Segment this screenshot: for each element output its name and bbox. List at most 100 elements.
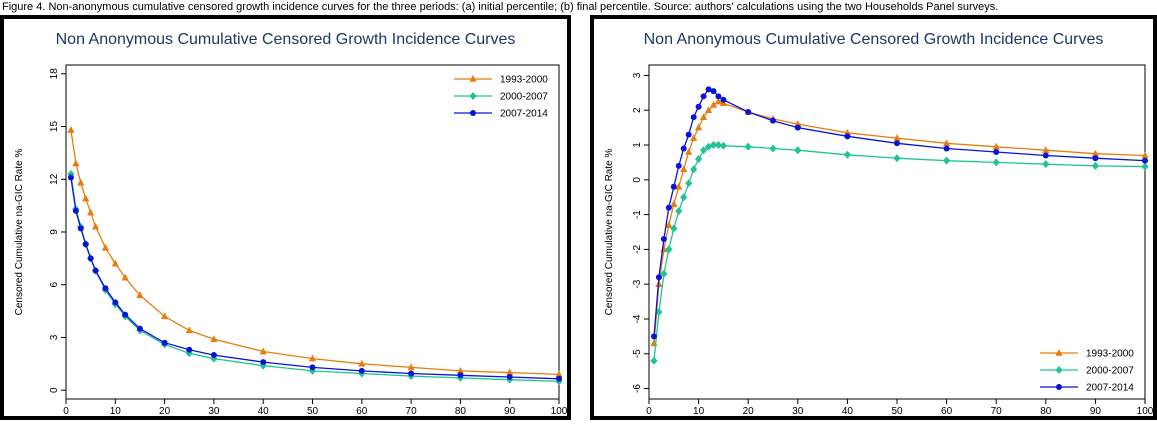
legend-item: 2000-2007 <box>454 92 548 103</box>
series-2007-2014 <box>67 174 562 382</box>
data-point <box>844 133 851 140</box>
x-tick-label: 80 <box>1040 406 1052 416</box>
data-point <box>680 193 688 202</box>
y-tick-label: 1 <box>632 142 643 148</box>
data-point <box>680 145 687 152</box>
data-point <box>185 326 193 334</box>
data-point <box>690 134 698 141</box>
legend-item: 2007-2014 <box>454 109 548 120</box>
data-point <box>92 267 99 274</box>
y-tick-label: 0 <box>49 387 60 393</box>
data-point <box>457 372 464 379</box>
data-point <box>358 359 366 367</box>
data-point <box>309 364 316 371</box>
data-point <box>670 200 678 207</box>
data-point <box>456 366 464 374</box>
data-point <box>210 352 217 359</box>
y-tick-label: 2 <box>632 107 643 113</box>
series-1993-2000 <box>650 97 1149 347</box>
legend-label: 1993-2000 <box>1086 349 1134 360</box>
data-point <box>161 312 169 320</box>
series-line <box>653 88 1146 337</box>
data-point <box>695 123 703 131</box>
legend-marker <box>1055 366 1063 374</box>
data-point <box>1042 146 1050 154</box>
legend-item: 1993-2000 <box>1040 349 1134 360</box>
data-point <box>259 347 267 355</box>
data-point <box>260 359 267 366</box>
y-tick-label: 6 <box>49 282 60 288</box>
data-point <box>87 208 95 216</box>
data-point <box>715 93 722 100</box>
chart-title: Non Anonymous Cumulative Censored Growth… <box>644 31 1104 48</box>
data-point <box>700 93 707 100</box>
series-2000-2007 <box>650 141 1149 365</box>
y-tick-label: -6 <box>632 384 643 393</box>
data-point <box>794 146 802 155</box>
legend-label: 1993-2000 <box>500 75 548 86</box>
data-point <box>992 158 1000 167</box>
series-line <box>653 144 1146 361</box>
y-tick-label: 12 <box>49 173 60 185</box>
series-2007-2014 <box>650 86 1148 340</box>
y-tick-label: -2 <box>632 245 643 254</box>
data-point <box>843 150 851 159</box>
data-point <box>72 159 80 167</box>
legend-marker <box>1056 384 1062 390</box>
data-point <box>894 140 900 147</box>
x-tick-label: 40 <box>258 406 270 416</box>
data-point <box>407 363 415 371</box>
data-point <box>670 183 677 190</box>
data-point <box>695 154 703 163</box>
x-tick-label: 100 <box>1137 406 1153 416</box>
data-point <box>82 241 89 248</box>
series-line <box>653 100 1146 344</box>
x-tick-label: 60 <box>356 406 368 416</box>
chart-final-percentile: Non Anonymous Cumulative Censored Growth… <box>604 31 1153 416</box>
data-point <box>102 285 109 292</box>
chart-title: Non Anonymous Cumulative Censored Growth… <box>56 31 516 48</box>
data-point <box>655 274 662 281</box>
data-point <box>82 194 90 202</box>
series-line <box>70 173 560 383</box>
data-point <box>699 113 708 120</box>
x-tick-label: 90 <box>1090 406 1102 416</box>
chart-panel-final: Non Anonymous Cumulative Censored Growth… <box>590 15 1157 420</box>
x-tick-label: 50 <box>307 406 319 416</box>
data-point <box>745 108 752 115</box>
data-point <box>704 106 713 114</box>
data-point <box>665 221 673 228</box>
data-point <box>685 131 692 138</box>
data-point <box>358 367 365 374</box>
legend-item: 2007-2014 <box>1040 383 1134 394</box>
data-point <box>408 370 415 377</box>
data-point <box>660 269 668 278</box>
data-point <box>705 86 712 93</box>
y-tick-label: -1 <box>632 210 643 219</box>
data-point <box>680 165 688 173</box>
x-tick-label: 50 <box>891 406 903 416</box>
data-point <box>67 126 75 133</box>
data-point <box>650 333 657 340</box>
chart-panel-initial: Non Anonymous Cumulative Censored Growth… <box>0 15 571 420</box>
y-axis-label: Censored Cumulative na-GIC Rate % <box>604 149 615 316</box>
data-point <box>308 354 317 362</box>
legend-label: 2000-2007 <box>1086 366 1134 377</box>
plot-area <box>65 64 560 400</box>
y-axis-label: Censored Cumulative na-GIC Rate % <box>14 149 25 316</box>
data-point <box>556 375 562 382</box>
data-point <box>67 174 74 181</box>
data-point <box>506 368 514 376</box>
data-point <box>893 134 901 141</box>
data-point <box>690 165 698 174</box>
y-tick-label: 3 <box>632 72 643 78</box>
data-point <box>1091 149 1099 157</box>
data-point <box>690 114 697 121</box>
data-point <box>101 243 110 251</box>
x-tick-label: 90 <box>504 406 516 416</box>
data-point <box>719 141 727 150</box>
data-point <box>943 139 951 147</box>
data-point <box>714 141 723 150</box>
legend-marker <box>470 110 476 116</box>
data-point <box>77 225 84 232</box>
